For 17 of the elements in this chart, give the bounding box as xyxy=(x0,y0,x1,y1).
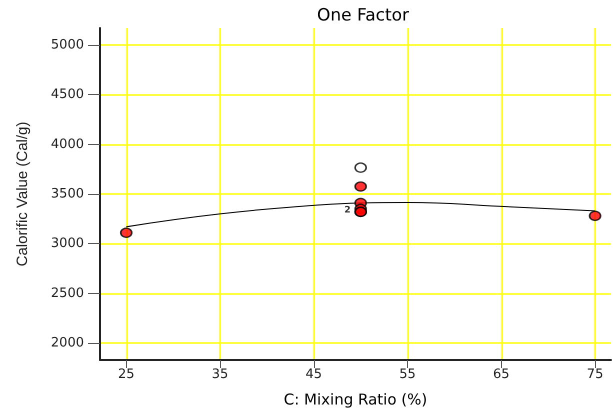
y-tick-label: 2500 xyxy=(50,286,84,301)
x-tick-label: 35 xyxy=(212,367,228,382)
y-tick-label: 2000 xyxy=(50,336,84,351)
x-tick-label: 45 xyxy=(306,367,322,382)
annotation: 2 xyxy=(344,205,351,216)
chart-title: One Factor xyxy=(316,6,410,26)
x-tick-label: 55 xyxy=(399,367,416,382)
x-tick-label: 25 xyxy=(118,367,135,382)
y-tick-label: 4000 xyxy=(50,136,84,152)
y-tick-label: 3000 xyxy=(50,236,84,252)
y-axis-title: Calorific Value (Cal/g) xyxy=(14,122,31,266)
y-tick-label: 5000 xyxy=(50,37,84,52)
x-tick-label: 75 xyxy=(586,367,604,382)
x-tick-label: 65 xyxy=(493,367,510,382)
y-tick-label: 3500 xyxy=(50,186,84,202)
y-tick-label: 4500 xyxy=(50,87,84,102)
x-axis-title: C: Mixing Ratio (%) xyxy=(284,390,428,408)
